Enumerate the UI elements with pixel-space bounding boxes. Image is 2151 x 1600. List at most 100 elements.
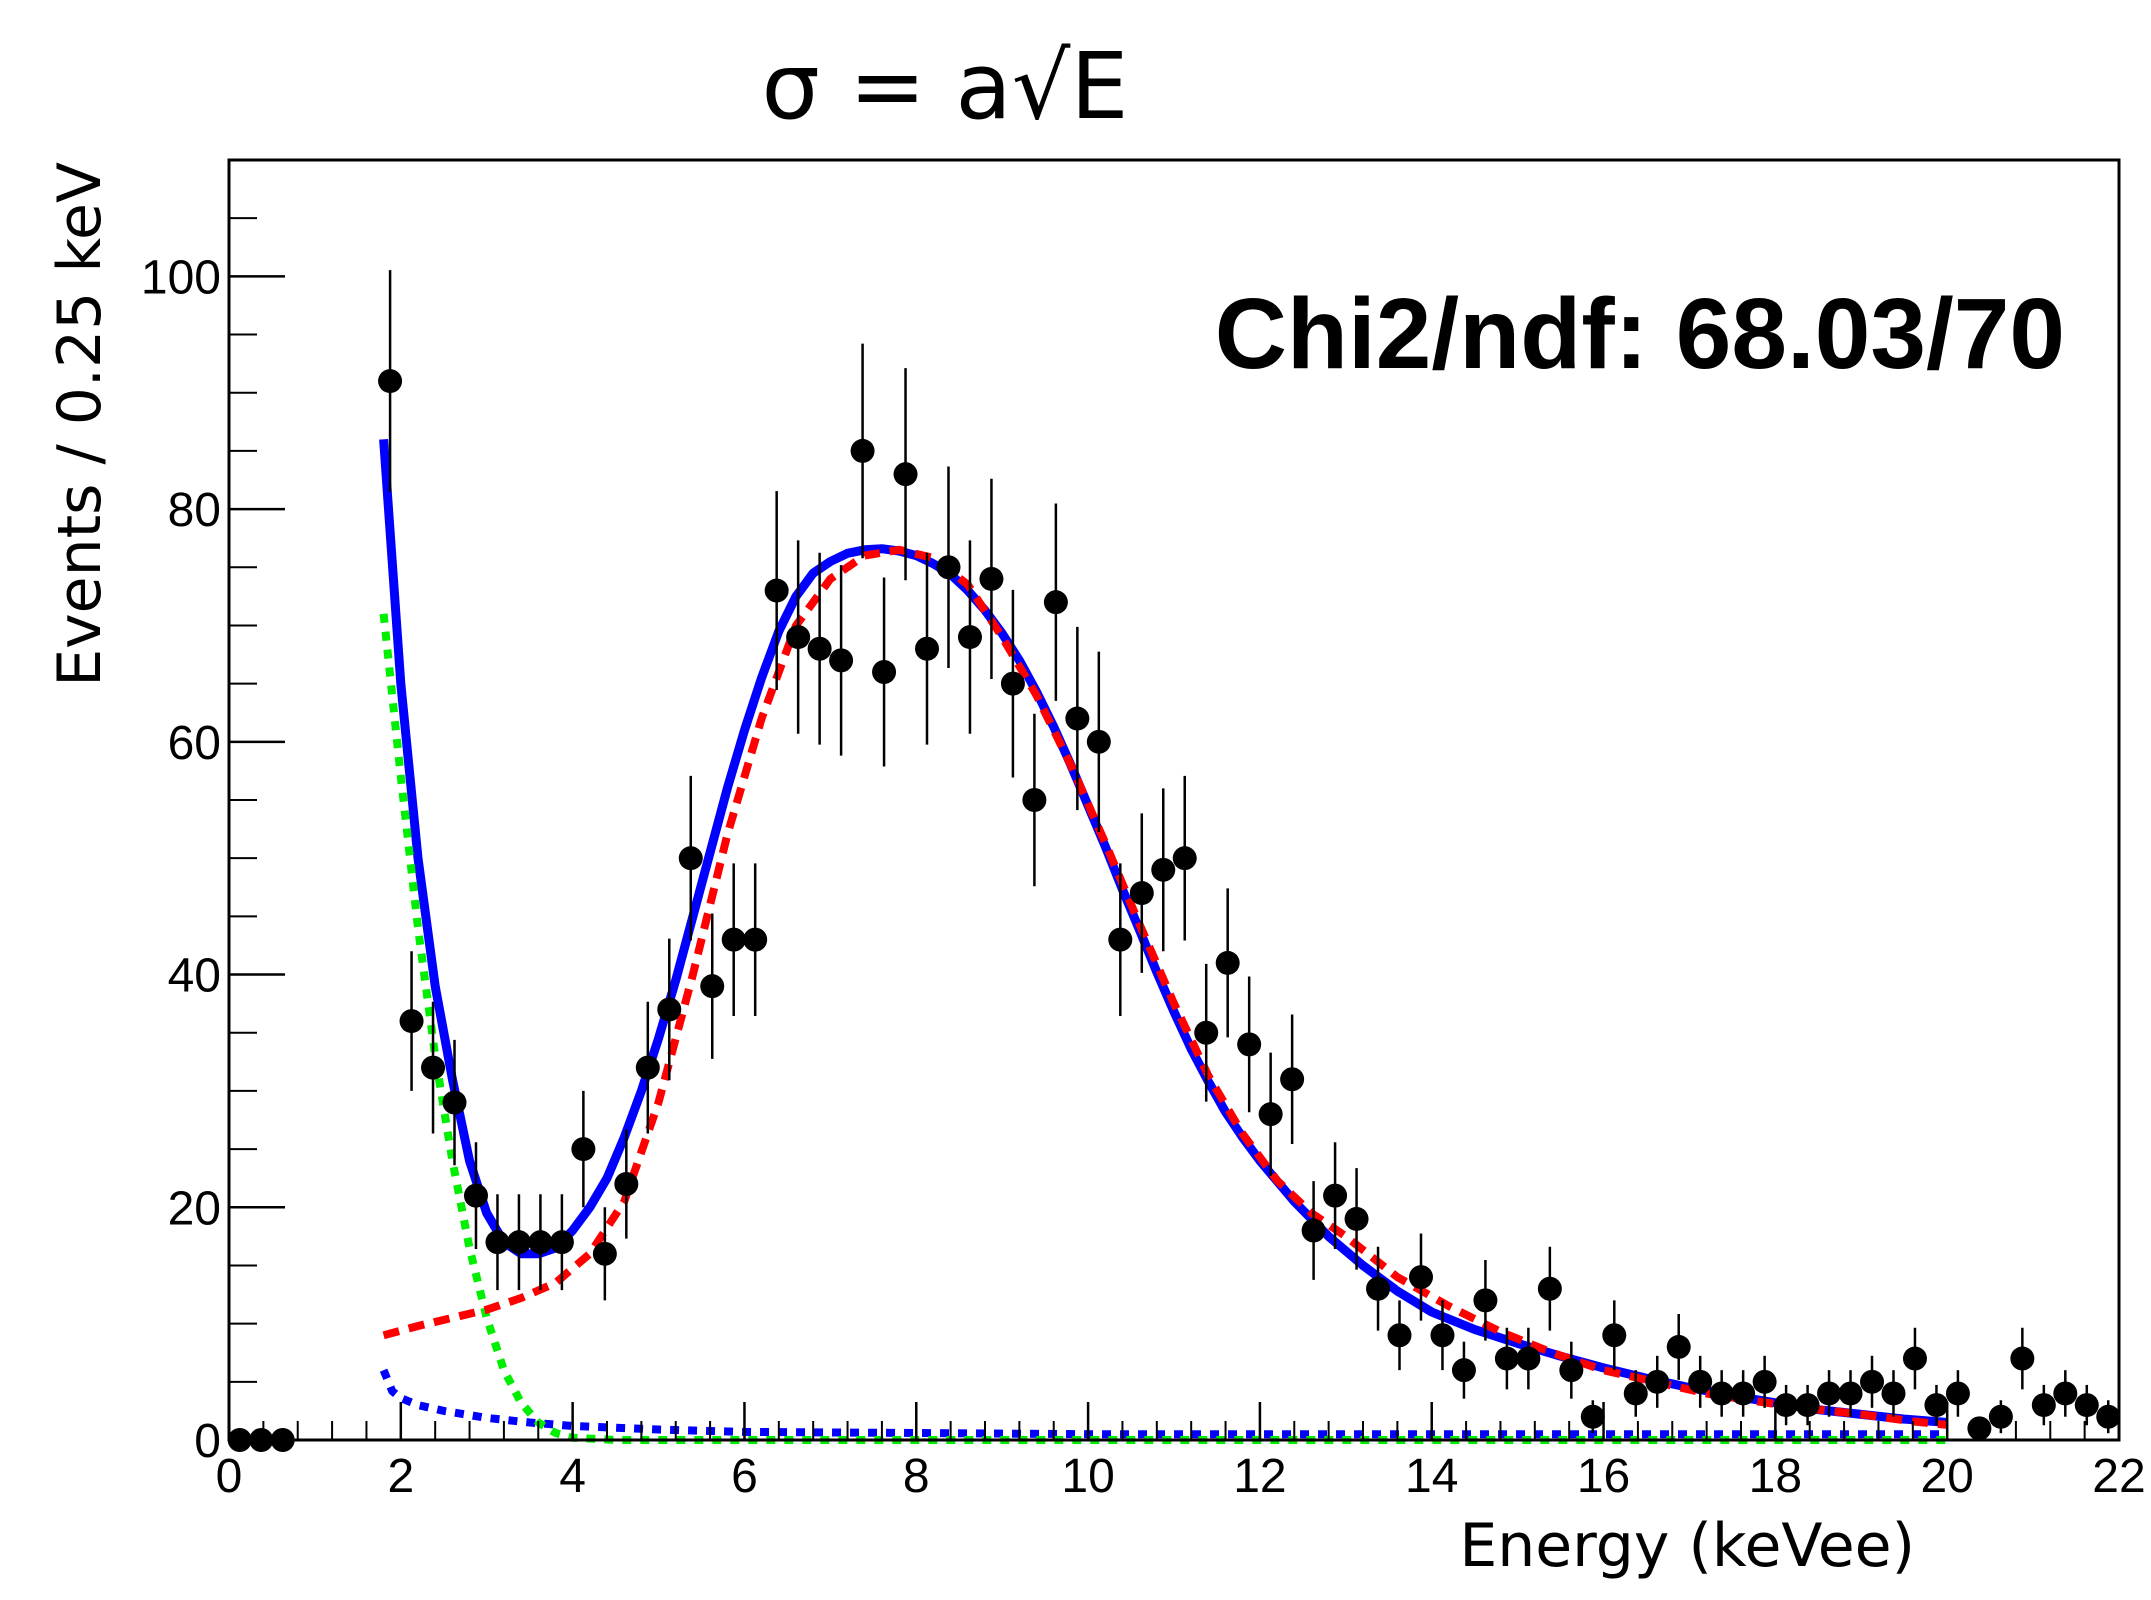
chart-title: σ = a√E bbox=[761, 33, 1128, 140]
x-tick-label: 8 bbox=[903, 1450, 930, 1503]
data-point bbox=[678, 846, 703, 871]
data-point bbox=[378, 369, 403, 394]
data-point bbox=[1494, 1346, 1519, 1371]
data-point bbox=[893, 462, 918, 487]
data-point bbox=[1795, 1393, 1820, 1418]
x-tick-label: 4 bbox=[559, 1450, 586, 1503]
data-point bbox=[1323, 1183, 1348, 1208]
data-point bbox=[485, 1230, 510, 1255]
data-point bbox=[1215, 950, 1240, 975]
data-point bbox=[1902, 1346, 1927, 1371]
x-tick-label: 16 bbox=[1577, 1450, 1630, 1503]
data-point bbox=[1430, 1323, 1455, 1348]
data-point bbox=[764, 578, 789, 603]
y-tick-label: 100 bbox=[141, 251, 221, 304]
data-point bbox=[700, 974, 725, 999]
data-point bbox=[1688, 1369, 1713, 1394]
data-point bbox=[614, 1172, 639, 1196]
data-point bbox=[549, 1230, 574, 1255]
data-point bbox=[463, 1183, 488, 1208]
data-point bbox=[1537, 1276, 1562, 1301]
data-point bbox=[635, 1055, 660, 1080]
x-tick-label: 20 bbox=[1920, 1450, 1973, 1503]
data-point bbox=[2074, 1393, 2099, 1418]
data-point bbox=[1988, 1404, 2013, 1429]
data-point bbox=[2096, 1404, 2121, 1429]
data-point bbox=[1408, 1265, 1433, 1290]
data-point bbox=[1280, 1067, 1305, 1092]
data-point bbox=[1924, 1393, 1949, 1418]
low-energy-component-curve bbox=[379, 613, 1948, 1444]
x-tick-label: 14 bbox=[1405, 1450, 1458, 1503]
data-point bbox=[979, 566, 1004, 591]
data-point bbox=[528, 1230, 553, 1255]
data-point bbox=[743, 927, 768, 952]
data-point bbox=[1344, 1206, 1369, 1231]
data-point bbox=[2031, 1393, 2056, 1418]
data-point bbox=[829, 648, 854, 673]
data-point bbox=[442, 1090, 467, 1115]
data-point bbox=[1666, 1334, 1691, 1359]
data-point bbox=[936, 555, 961, 580]
y-tick-label: 80 bbox=[168, 484, 221, 537]
y-axis-title: Events / 0.25 keV bbox=[45, 162, 115, 687]
x-tick-label: 12 bbox=[1233, 1450, 1286, 1503]
y-tick-label: 0 bbox=[194, 1415, 221, 1468]
data-point bbox=[807, 636, 832, 661]
data-point bbox=[399, 1009, 424, 1034]
data-point bbox=[2010, 1346, 2035, 1371]
y-tick-label: 20 bbox=[168, 1182, 221, 1235]
data-point bbox=[1194, 1020, 1219, 1045]
data-point bbox=[1945, 1381, 1970, 1406]
data-point bbox=[1000, 671, 1025, 696]
data-point bbox=[1817, 1381, 1842, 1406]
data-point bbox=[592, 1241, 617, 1266]
data-point bbox=[1860, 1369, 1885, 1394]
data-point bbox=[1237, 1032, 1262, 1057]
data-point bbox=[1774, 1393, 1799, 1418]
data-point bbox=[1516, 1346, 1541, 1371]
chi2-annotation: Chi2/ndf: 68.03/70 bbox=[1215, 278, 2065, 390]
data-point bbox=[1752, 1369, 1777, 1394]
y-tick-label: 60 bbox=[168, 717, 221, 770]
data-point bbox=[786, 625, 811, 650]
data-point bbox=[957, 625, 982, 650]
flat-background-curve bbox=[379, 1368, 1948, 1439]
data-points bbox=[227, 270, 2121, 1452]
data-point bbox=[915, 636, 940, 661]
data-point bbox=[850, 438, 875, 463]
x-tick-label: 2 bbox=[387, 1450, 414, 1503]
data-point bbox=[1623, 1381, 1648, 1406]
data-point bbox=[657, 997, 682, 1022]
signal-component-curve bbox=[382, 545, 1948, 1429]
x-tick-label: 0 bbox=[216, 1450, 243, 1503]
data-point bbox=[1559, 1358, 1584, 1383]
x-tick-label: 10 bbox=[1061, 1450, 1114, 1503]
data-point bbox=[1086, 729, 1111, 754]
data-point bbox=[2053, 1381, 2078, 1406]
total-fit-curve bbox=[379, 438, 1948, 1427]
data-point bbox=[1473, 1288, 1498, 1313]
x-tick-label: 6 bbox=[731, 1450, 758, 1503]
data-point bbox=[1151, 857, 1176, 882]
data-point bbox=[1108, 927, 1133, 952]
data-point bbox=[1602, 1323, 1627, 1348]
data-point bbox=[1451, 1358, 1476, 1383]
data-point bbox=[1043, 590, 1068, 615]
data-point bbox=[1838, 1381, 1863, 1406]
axis-ticks: 0 2 4 6 8 10 12 14 16 18 20 22 0 20 40 60 80 100 bbox=[141, 159, 2146, 1503]
x-axis-title: Energy (keVee) bbox=[1459, 1511, 1915, 1581]
data-point bbox=[721, 927, 746, 952]
data-point bbox=[1387, 1323, 1412, 1348]
y-tick-label: 40 bbox=[168, 950, 221, 1003]
data-point bbox=[1881, 1381, 1906, 1406]
data-point bbox=[1967, 1416, 1992, 1441]
x-tick-label: 18 bbox=[1749, 1450, 1802, 1503]
x-tick-label: 22 bbox=[2092, 1450, 2145, 1503]
data-point bbox=[571, 1137, 596, 1162]
data-point bbox=[421, 1055, 446, 1080]
data-point bbox=[1258, 1102, 1283, 1127]
data-point bbox=[1645, 1369, 1670, 1394]
fit-curves bbox=[379, 438, 1948, 1444]
